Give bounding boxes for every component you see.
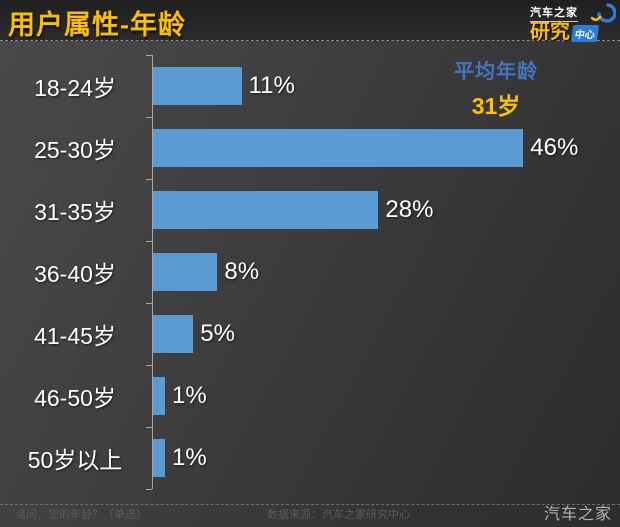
value-label: 8%: [224, 258, 260, 285]
category-label: 36-40岁: [34, 261, 116, 287]
axis-ticks: [146, 55, 152, 490]
category-label: 46-50岁: [34, 385, 116, 411]
chart-row: 36-40岁 8%: [0, 241, 620, 303]
footer-divider: [0, 504, 620, 505]
watermark: 汽车之家: [543, 506, 612, 523]
bar: [153, 191, 379, 229]
value-label: 11%: [248, 72, 295, 99]
survey-question: 请问，您的年龄？（单选）: [15, 509, 147, 521]
chart-row: 18-24岁 11%: [0, 55, 620, 117]
value-label: 46%: [530, 134, 579, 161]
chart-row: 25-30岁 46%: [0, 117, 620, 179]
category-label: 25-30岁: [34, 137, 116, 163]
bar: [153, 67, 242, 105]
bar: [153, 315, 194, 353]
chart-row: 46-50岁 1%: [0, 365, 620, 427]
bar: [153, 377, 165, 415]
magnifier-swoosh-icon: [590, 2, 617, 33]
bar-chart: 18-24岁 11% 25-30岁 46% 31-35岁 28% 36-40岁 …: [0, 55, 620, 490]
bar: [153, 253, 218, 291]
value-label: 28%: [385, 196, 434, 223]
value-label: 5%: [200, 320, 235, 347]
value-label: 1%: [172, 444, 207, 471]
bar: [153, 439, 165, 477]
page-title: 用户属性-年龄: [8, 10, 186, 40]
average-age-annotation: 平均年龄 31岁: [438, 55, 554, 121]
data-source: 数据来源：汽车之家研究中心: [267, 509, 410, 521]
chart-row: 50岁以上 1%: [0, 427, 620, 489]
average-age-label: 平均年龄: [454, 61, 538, 83]
header: 用户属性-年龄 汽车之家 研究 中心: [0, 0, 620, 42]
value-label: 1%: [172, 382, 207, 409]
logo-badge-text: 中心: [570, 25, 600, 42]
average-age-value: 31岁: [471, 93, 521, 119]
chart-row: 41-45岁 5%: [0, 303, 620, 365]
logo-big-text: 研究: [530, 21, 570, 43]
logo-brand-text: 汽车之家: [530, 4, 578, 22]
category-label: 41-45岁: [34, 323, 116, 349]
bar: [153, 129, 524, 167]
category-label: 18-24岁: [34, 75, 116, 101]
category-label: 50岁以上: [27, 447, 123, 473]
category-axis: [152, 55, 153, 489]
autohome-research-logo: 汽车之家 研究 中心: [530, 2, 617, 42]
category-label: 31-35岁: [34, 199, 116, 225]
logo-row2: 研究 中心: [530, 22, 614, 42]
chart-row: 31-35岁 28%: [0, 179, 620, 241]
